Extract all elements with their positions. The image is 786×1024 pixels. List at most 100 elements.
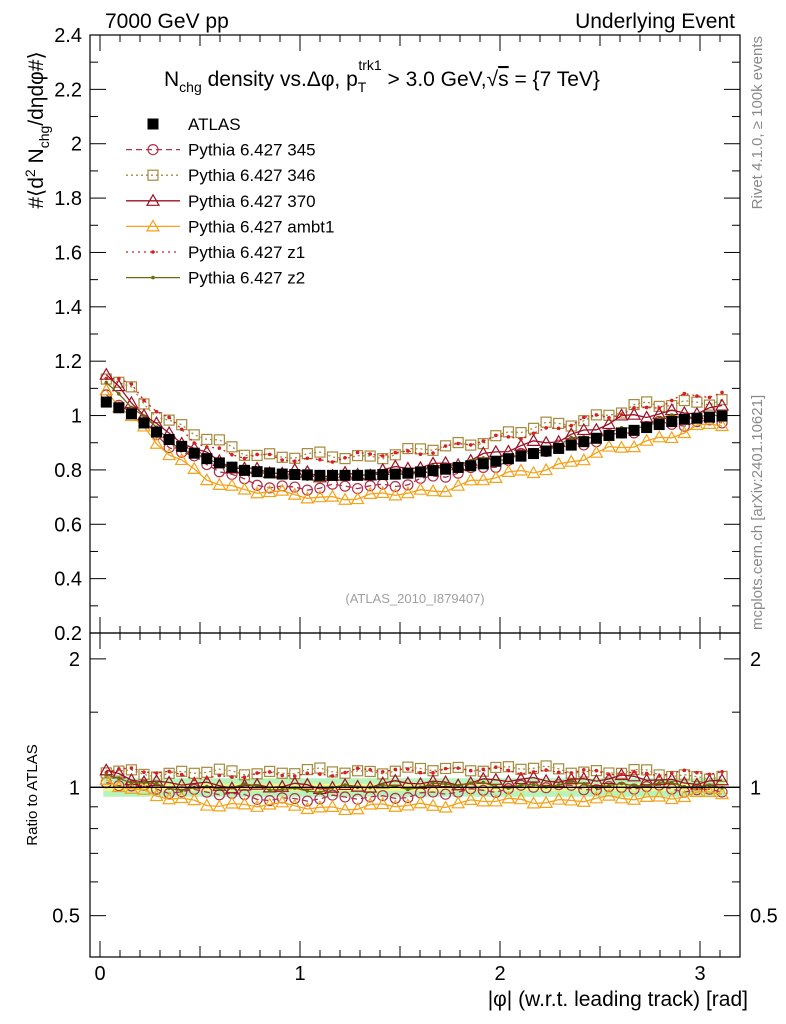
data-point-ambt1 [526, 465, 541, 479]
ratio-point-ambt1 [627, 792, 642, 805]
series-line-ambt1 [105, 389, 723, 501]
data-point-atlas [213, 457, 225, 469]
ratio-point-z1 [569, 771, 574, 775]
data-point-atlas [289, 468, 301, 480]
legend-marker-p346 [147, 169, 159, 181]
ratio-point-ambt1 [715, 786, 730, 800]
data-point-ambt1 [212, 477, 227, 490]
legend-marker-ambt1 [145, 219, 161, 232]
ratio-point-ambt1 [476, 794, 491, 807]
ratio-point-p346 [226, 765, 238, 777]
data-point-ambt1 [664, 430, 679, 444]
ratio-point-p346 [452, 761, 464, 774]
ratio-point-ambt1 [187, 792, 202, 806]
data-point-atlas [716, 410, 728, 422]
data-point-p370 [639, 410, 654, 423]
data-point-z1 [695, 394, 699, 398]
legend-marker-p345 [147, 144, 159, 156]
ratio-point-z1 [707, 772, 712, 777]
ratio-point-z2 [607, 783, 611, 788]
legend-item-p345: Pythia 6.427 345 [126, 141, 316, 160]
data-point-atlas [653, 419, 665, 431]
data-point-z1 [217, 446, 222, 450]
data-point-p346 [188, 429, 200, 441]
data-point-ambt1 [388, 488, 403, 501]
ratio-point-ambt1 [388, 799, 403, 812]
ratio-point-p346 [138, 768, 150, 781]
legend-marker-z1 [151, 250, 155, 254]
ratio-point-z1 [318, 772, 322, 776]
ratio-point-p346 [289, 768, 301, 780]
data-point-atlas [590, 432, 602, 444]
ratio-point-p346 [314, 762, 326, 774]
data-point-p345 [251, 479, 263, 491]
data-point-z1 [192, 441, 197, 445]
ratio-point-ambt1 [614, 791, 629, 804]
ratio-y-tick-label-right: 1 [750, 777, 761, 799]
ratio-point-p370 [715, 773, 730, 786]
data-point-atlas [427, 465, 439, 477]
ratio-point-ambt1 [363, 797, 378, 810]
ratio-point-p370 [250, 777, 265, 790]
legend-item-p370: Pythia 6.427 370 [126, 192, 316, 211]
data-point-p346 [703, 399, 716, 411]
data-point-ambt1 [174, 452, 189, 466]
ratio-point-p346 [352, 765, 364, 777]
data-point-ambt1 [312, 489, 327, 503]
ratio-point-z1 [217, 773, 222, 778]
data-point-z1 [607, 415, 611, 420]
ratio-point-p346 [439, 762, 452, 775]
data-point-z1 [280, 458, 285, 462]
data-point-p346 [590, 409, 602, 421]
data-point-z1 [242, 456, 247, 461]
ratio-point-p370 [501, 774, 516, 787]
ratio-point-z2 [280, 787, 285, 792]
main-y-tick-label: 0.2 [54, 623, 82, 645]
data-point-ambt1 [325, 489, 340, 502]
ratio-point-p345 [301, 795, 313, 807]
data-point-ambt1 [413, 482, 428, 495]
data-point-z1 [519, 437, 523, 441]
ratio-point-z2 [343, 783, 347, 787]
ratio-point-ambt1 [463, 792, 478, 805]
data-point-z1 [104, 376, 109, 381]
data-point-atlas [138, 417, 150, 429]
data-point-z1 [167, 415, 171, 420]
data-point-atlas [100, 396, 112, 408]
ratio-line-z1 [106, 766, 723, 781]
legend-item-atlas: ATLAS [147, 115, 241, 134]
data-point-atlas [540, 445, 552, 457]
data-point-z1 [594, 413, 599, 417]
data-point-atlas [477, 458, 489, 470]
data-point-z1 [619, 412, 624, 417]
ratio-point-ambt1 [677, 789, 692, 803]
data-point-atlas [440, 463, 452, 475]
data-point-p346 [452, 436, 464, 449]
ratio-point-ambt1 [400, 798, 415, 811]
data-point-atlas [490, 455, 502, 467]
data-point-atlas [565, 439, 577, 451]
data-point-p346 [339, 453, 351, 465]
ratio-point-p346 [477, 765, 489, 777]
data-point-ambt1 [224, 478, 239, 491]
ratio-y-tick-label: 1 [69, 777, 80, 799]
data-point-ambt1 [149, 436, 164, 449]
ratio-point-z1 [129, 766, 134, 770]
ratio-point-z2 [217, 787, 222, 791]
legend-label-ambt1: Pythia 6.427 ambt1 [188, 217, 334, 236]
data-point-atlas [452, 461, 464, 473]
data-point-z2 [142, 414, 146, 419]
data-point-atlas [578, 436, 590, 448]
legend-item-p346: Pythia 6.427 346 [126, 166, 316, 185]
data-point-p370 [526, 433, 541, 446]
data-point-p346 [565, 420, 577, 432]
ratio-point-p370 [627, 769, 642, 782]
main-y-tick-label: 1.2 [54, 351, 82, 373]
ratio-point-z1 [594, 768, 599, 773]
ratio-point-z1 [104, 770, 109, 775]
ratio-point-p346 [113, 765, 125, 777]
ratio-point-p345 [439, 788, 452, 800]
ratio-point-z1 [242, 775, 247, 780]
ratio-point-ambt1 [564, 793, 579, 806]
